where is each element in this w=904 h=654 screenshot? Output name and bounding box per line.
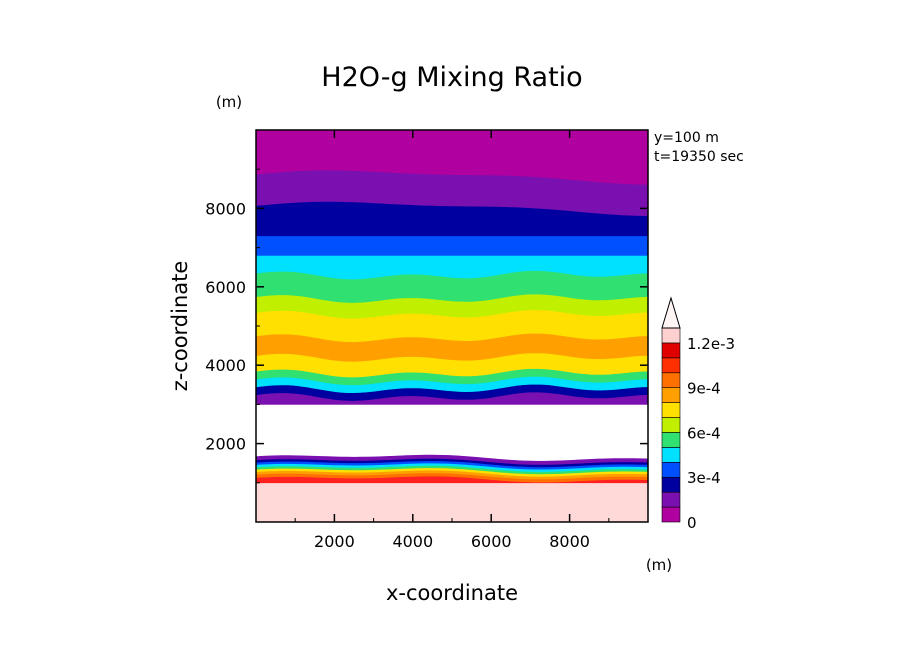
colorbar-tick-label: 1.2e-3: [687, 335, 735, 353]
x-unit-label: (m): [646, 556, 672, 574]
contour-band: [255, 404, 649, 461]
y-unit-label: (m): [216, 93, 242, 111]
colorbar-swatch: [661, 462, 681, 478]
y-axis-label: z-coordinate: [168, 261, 192, 392]
x-tick-label: 6000: [471, 532, 512, 551]
contour-band: [255, 235, 649, 256]
colorbar-swatch: [661, 417, 681, 433]
y-tick-label: 6000: [205, 278, 246, 297]
contour-band: [255, 482, 649, 523]
colorbar-swatch: [661, 491, 681, 508]
colorbar-swatch: [661, 402, 681, 418]
colorbar-tick-label: 0: [687, 514, 697, 532]
annotation-y: y=100 m: [654, 130, 719, 146]
colorbar-swatch: [661, 506, 681, 523]
colorbar-swatch: [661, 476, 681, 493]
colorbar-tick-label: 6e-4: [687, 424, 721, 442]
annotation-t: t=19350 sec: [654, 149, 744, 165]
colorbar-swatch: [661, 372, 681, 388]
x-axis-label: x-coordinate: [386, 581, 518, 605]
x-tick-label: 8000: [549, 532, 590, 551]
chart-title: H2O-g Mixing Ratio: [321, 62, 582, 93]
colorbar-swatch: [661, 327, 681, 344]
colorbar-overflow-triangle: [661, 296, 681, 329]
axes: 2000 4000 6000 8000 2000 4000 6000 8000: [205, 130, 648, 551]
colorbar-swatch: [661, 432, 681, 448]
colorbar-tick-label: 3e-4: [687, 469, 721, 487]
colorbar-swatch: [661, 357, 681, 374]
colorbar: 0 3e-4 6e-4 9e-4 1.2e-3: [661, 296, 735, 532]
colorbar-tick-label: 9e-4: [687, 380, 721, 398]
colorbar-swatch: [661, 387, 681, 403]
x-tick-label: 4000: [392, 532, 433, 551]
plot-area: [255, 129, 649, 523]
y-tick-label: 8000: [205, 199, 246, 218]
colorbar-swatch: [661, 447, 681, 463]
x-tick-label: 2000: [314, 532, 355, 551]
colorbar-swatch: [661, 342, 681, 359]
y-tick-label: 4000: [205, 356, 246, 375]
y-tick-label: 2000: [205, 435, 246, 454]
